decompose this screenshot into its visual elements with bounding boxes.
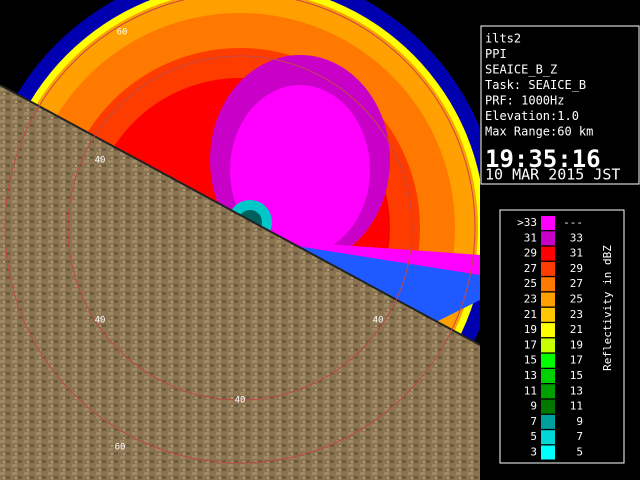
legend-swatch [541,261,555,276]
legend-low: 21 [524,308,537,321]
legend-low: 31 [524,231,537,244]
legend-swatch [541,323,555,338]
legend-high: 9 [576,415,583,428]
info-panel [480,25,640,185]
ring-label: 60 [115,443,126,453]
legend-swatch [541,216,555,230]
legend-low: 11 [524,384,537,397]
legend-swatch [541,384,555,399]
legend-high: 31 [570,247,583,260]
legend-low: 9 [530,400,537,413]
info-line: PPI [485,47,507,61]
legend-swatch [541,445,555,460]
legend-low: 27 [524,262,537,275]
legend-swatch [541,430,555,445]
ring-label: 40 [373,316,384,326]
legend-high: 33 [570,231,583,244]
legend-title: Reflectivity in dBZ [601,245,614,371]
info-line: Task: SEAICE_B [485,78,586,92]
legend-low: 13 [524,369,537,382]
coastline [0,84,481,346]
legend-high: 23 [570,308,583,321]
legend-high: 25 [570,293,583,306]
legend-low: 3 [530,446,537,459]
info-line: Max Range:60 km [485,125,593,139]
legend-high: 13 [570,384,583,397]
info-line: SEAICE_B_Z [485,63,557,77]
legend-swatch [541,338,555,353]
legend-low: 15 [524,354,537,367]
legend-swatch [541,307,555,322]
legend-high: 7 [576,430,583,443]
legend-low: 23 [524,293,537,306]
ring-label: 40 [235,396,246,406]
info-line: PRF: 1000Hz [485,94,564,108]
legend-swatch [541,353,555,368]
ring-label: 40 [95,316,106,326]
legend-panel [499,209,625,464]
legend-low: >33 [517,216,537,229]
legend-high: 17 [570,354,583,367]
legend-low: 25 [524,277,537,290]
legend-swatch [541,399,555,414]
legend-high: 5 [576,446,583,459]
ring-label: 60 [117,28,128,38]
range-rings [4,0,476,464]
legend-high: 15 [570,369,583,382]
legend-swatch [541,414,555,429]
legend-low: 17 [524,338,537,351]
legend-high: 21 [570,323,583,336]
info-line: ilts2 [485,32,521,46]
time: 19:35:16 [485,145,601,173]
info-line: Elevation:1.0 [485,109,579,123]
date: 10 MAR 2015 JST [485,166,620,184]
legend-low: 5 [530,430,537,443]
legend-swatch [541,277,555,292]
legend-high: 19 [570,338,583,351]
ring-label: 40 [95,156,106,166]
legend-high: --- [563,216,583,229]
legend-swatch [541,231,555,246]
legend-low: 29 [524,247,537,260]
legend-swatch [541,246,555,261]
legend-swatch [541,369,555,383]
legend-high: 11 [570,400,583,413]
legend-high: 29 [570,262,583,275]
legend-swatch [541,292,555,307]
legend-low: 19 [524,323,537,336]
legend-high: 27 [570,277,583,290]
legend-low: 7 [530,415,537,428]
